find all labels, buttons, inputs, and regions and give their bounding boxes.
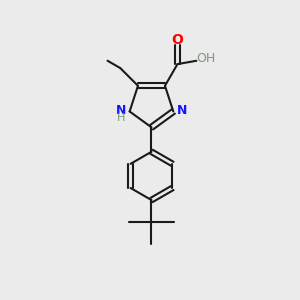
Text: O: O bbox=[172, 33, 183, 47]
Text: N: N bbox=[116, 104, 126, 117]
Text: OH: OH bbox=[196, 52, 215, 65]
Text: H: H bbox=[117, 113, 125, 123]
Text: N: N bbox=[177, 104, 187, 117]
